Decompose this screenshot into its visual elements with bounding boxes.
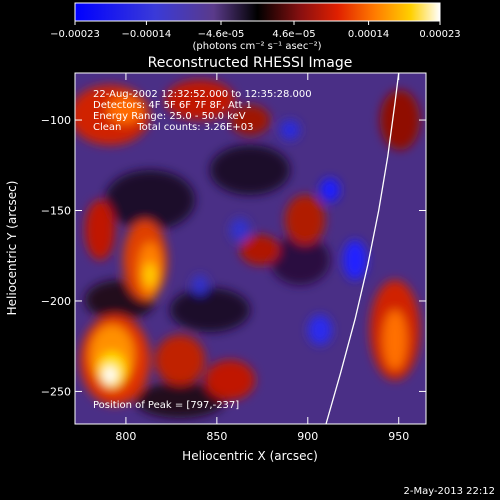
colorbar: [74, 2, 441, 22]
x-tick-label-0: 800: [115, 430, 136, 443]
colorbar-tick-label-5: 0.00023: [419, 29, 460, 40]
x-axis-ticks: 800 850 900 950: [115, 73, 409, 443]
x-tick-label-2: 900: [297, 430, 318, 443]
colorbar-tick-label-0: −0.00023: [50, 29, 100, 40]
annotation-block: 22-Aug-2002 12:32:52.000 to 12:35:28.000…: [93, 89, 312, 133]
footer-date: 2-May-2013 22:12: [403, 486, 495, 497]
y-tick-label-3: −250: [41, 385, 71, 398]
colorbar-tick-label-4: 0.00014: [348, 29, 389, 40]
x-axis-label: Heliocentric X (arcsec): [182, 449, 318, 463]
colorbar-ticks: −0.00023 −0.00014 −4.6e-05 4.6e−05 0.00014 0.…: [50, 21, 461, 40]
colorbar-tick-label-1: −0.00014: [122, 29, 172, 40]
annotation-counts: Clean Total counts: 3.26E+03: [93, 122, 253, 133]
y-tick-label-1: −150: [41, 205, 71, 218]
y-tick-label-2: −200: [41, 295, 71, 308]
colorbar-tick-label-2: −4.6e-05: [198, 29, 245, 40]
heatmap: [75, 73, 426, 424]
plot-frame: [74, 72, 427, 425]
annotation-time: 22-Aug-2002 12:32:52.000 to 12:35:28.000: [93, 89, 312, 100]
peak-label: Position of Peak = [797,-237]: [93, 400, 239, 411]
y-axis-label: Heliocentric Y (arcsec): [5, 181, 19, 316]
chart-title: Reconstructed RHESSI Image: [148, 55, 353, 71]
annotation-energy: Energy Range: 25.0 - 50.0 keV: [93, 111, 246, 122]
x-tick-label-1: 850: [206, 430, 227, 443]
x-tick-label-3: 950: [388, 430, 409, 443]
annotation-detectors: Detectors: 4F 5F 6F 7F 8F, Att 1: [93, 100, 252, 111]
solar-limb-curve: [325, 73, 400, 424]
y-axis-ticks: −100 −150 −200 −250: [41, 114, 426, 398]
y-tick-label-0: −100: [41, 114, 71, 127]
colorbar-units: (photons cm⁻² s⁻¹ asec⁻²): [192, 41, 321, 52]
colorbar-tick-label-3: 4.6e−05: [272, 29, 315, 40]
